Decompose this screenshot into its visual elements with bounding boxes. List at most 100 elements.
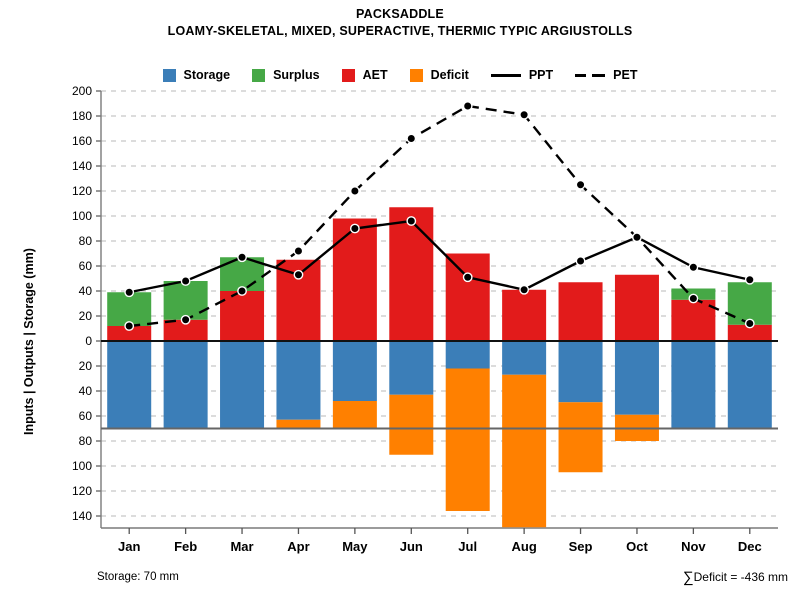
legend-item-ppt[interactable]: PPT bbox=[490, 68, 554, 82]
y-axis-tick-label: 140 bbox=[72, 159, 92, 173]
y-axis-tick-label: 20 bbox=[79, 309, 93, 323]
legend-item-aet[interactable]: AET bbox=[341, 68, 388, 82]
bar-deficit[interactable] bbox=[502, 374, 547, 528]
ppt-point[interactable] bbox=[406, 216, 417, 226]
ppt-point[interactable] bbox=[124, 287, 135, 298]
bar-storage[interactable] bbox=[445, 341, 490, 369]
legend-label: Deficit bbox=[430, 68, 469, 82]
chart-title-line-1: PACKSADDLE bbox=[356, 7, 444, 21]
pet-point[interactable] bbox=[349, 186, 360, 196]
deficit-note: ∑Deficit = -436 mm bbox=[683, 569, 788, 586]
bar-aet[interactable] bbox=[558, 282, 603, 341]
bar-surplus[interactable] bbox=[727, 282, 772, 325]
ppt-point[interactable] bbox=[349, 223, 360, 234]
ppt-line bbox=[128, 219, 751, 294]
legend-swatch-icon bbox=[341, 68, 355, 82]
y-axis-tick-label: 40 bbox=[79, 384, 93, 398]
legend-item-deficit[interactable]: Deficit bbox=[409, 68, 469, 82]
y-axis-tick-label: 100 bbox=[72, 459, 92, 473]
pet-point[interactable] bbox=[124, 321, 135, 331]
bar-deficit[interactable] bbox=[276, 419, 321, 429]
pet-point[interactable] bbox=[744, 318, 755, 329]
bar-deficit[interactable] bbox=[558, 402, 603, 473]
storage-note: Storage: 70 mm bbox=[97, 571, 179, 583]
ppt-point[interactable] bbox=[519, 284, 530, 295]
sigma-symbol: ∑ bbox=[682, 569, 694, 586]
bar-storage[interactable] bbox=[502, 341, 547, 375]
bar-aet[interactable] bbox=[332, 218, 377, 342]
bar-aet[interactable] bbox=[163, 319, 208, 341]
bar-aet[interactable] bbox=[727, 324, 772, 341]
chart-legend: Storage Surplus AET Deficit PPT PET bbox=[0, 68, 800, 82]
bar-deficit[interactable] bbox=[445, 368, 490, 512]
pet-point[interactable] bbox=[237, 286, 247, 296]
legend-swatch-icon bbox=[409, 68, 423, 82]
x-axis-tick-label: Oct bbox=[626, 539, 648, 554]
x-axis-tick-label: Feb bbox=[174, 539, 197, 554]
bar-storage[interactable] bbox=[389, 341, 434, 395]
x-axis-tick-label: Mar bbox=[230, 539, 253, 554]
legend-label: AET bbox=[362, 68, 388, 82]
legend-item-pet[interactable]: PET bbox=[575, 68, 637, 82]
bar-surplus[interactable] bbox=[107, 292, 152, 326]
pet-point[interactable] bbox=[519, 109, 530, 120]
bar-storage[interactable] bbox=[671, 341, 716, 429]
bar-aet[interactable] bbox=[502, 289, 547, 341]
bar-aet[interactable] bbox=[220, 291, 265, 341]
y-axis-tick-label: 180 bbox=[72, 109, 92, 123]
pet-line bbox=[129, 104, 751, 328]
ppt-point[interactable] bbox=[462, 272, 473, 283]
bar-aet[interactable] bbox=[445, 253, 490, 342]
bar-aet[interactable] bbox=[671, 299, 716, 341]
bar-deficit[interactable] bbox=[332, 401, 377, 429]
bar-storage[interactable] bbox=[276, 341, 321, 420]
bar-storage[interactable] bbox=[163, 341, 208, 429]
y-axis-tick-label: 120 bbox=[72, 484, 92, 498]
bar-aet[interactable] bbox=[107, 326, 152, 341]
bar-storage[interactable] bbox=[558, 341, 603, 403]
y-axis-tick-label: 100 bbox=[72, 209, 92, 223]
ppt-point[interactable] bbox=[688, 262, 699, 273]
pet-point[interactable] bbox=[293, 246, 304, 256]
y-axis-tick-label: 80 bbox=[79, 434, 93, 448]
x-axis-tick-label: Apr bbox=[287, 539, 309, 554]
bar-storage[interactable] bbox=[727, 341, 772, 429]
pet-point[interactable] bbox=[406, 133, 417, 144]
legend-label: PET bbox=[613, 68, 638, 82]
ppt-point[interactable] bbox=[237, 252, 247, 263]
ppt-point[interactable] bbox=[744, 274, 755, 285]
y-axis-tick-label: 20 bbox=[79, 359, 93, 373]
y-axis-tick-label: 60 bbox=[79, 259, 93, 273]
bar-surplus[interactable] bbox=[163, 281, 208, 320]
pet-point[interactable] bbox=[575, 179, 586, 190]
ppt-point[interactable] bbox=[575, 256, 586, 266]
y-axis-tick-label: 120 bbox=[72, 184, 92, 198]
deficit-note-text: Deficit = -436 mm bbox=[693, 570, 788, 584]
bar-aet[interactable] bbox=[614, 274, 659, 341]
pet-point[interactable] bbox=[180, 314, 191, 325]
legend-swatch-icon bbox=[162, 68, 176, 82]
bar-storage[interactable] bbox=[107, 341, 152, 429]
pet-point[interactable] bbox=[688, 293, 699, 304]
y-axis-tick-label: 0 bbox=[85, 334, 92, 348]
x-axis-tick-label: Jul bbox=[458, 539, 477, 554]
x-axis-tick-label: Jun bbox=[400, 539, 423, 554]
legend-label: Storage bbox=[183, 68, 231, 82]
bar-aet[interactable] bbox=[389, 207, 434, 341]
bar-deficit[interactable] bbox=[389, 394, 434, 455]
legend-swatch-icon bbox=[252, 68, 266, 82]
legend-label: Surplus bbox=[273, 68, 320, 82]
y-axis-tick-label: 40 bbox=[79, 284, 93, 298]
pet-point[interactable] bbox=[632, 232, 642, 243]
ppt-point[interactable] bbox=[293, 269, 304, 280]
bar-storage[interactable] bbox=[220, 341, 265, 429]
chart-title-line-2: LOAMY-SKELETAL, MIXED, SUPERACTIVE, THER… bbox=[167, 24, 633, 38]
bar-storage[interactable] bbox=[332, 341, 377, 401]
bar-storage[interactable] bbox=[614, 341, 659, 415]
legend-label: PPT bbox=[528, 68, 554, 82]
ppt-point[interactable] bbox=[180, 276, 191, 286]
legend-item-storage[interactable]: Storage bbox=[162, 68, 231, 82]
pet-point[interactable] bbox=[462, 101, 473, 111]
legend-item-surplus[interactable]: Surplus bbox=[252, 68, 320, 82]
